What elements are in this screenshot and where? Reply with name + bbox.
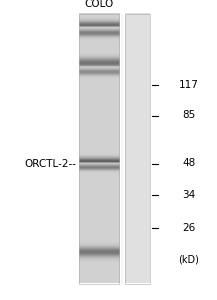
Text: 48: 48: [182, 158, 196, 169]
Bar: [79, 14, 119, 284]
Bar: [125, 14, 150, 284]
Text: 85: 85: [182, 110, 196, 121]
Text: 117: 117: [179, 80, 199, 91]
Text: 26: 26: [182, 223, 196, 233]
Text: 34: 34: [182, 190, 196, 200]
Text: COLO: COLO: [84, 0, 113, 9]
Text: ORCTL-2--: ORCTL-2--: [24, 159, 76, 170]
Text: (kD): (kD): [178, 254, 199, 265]
